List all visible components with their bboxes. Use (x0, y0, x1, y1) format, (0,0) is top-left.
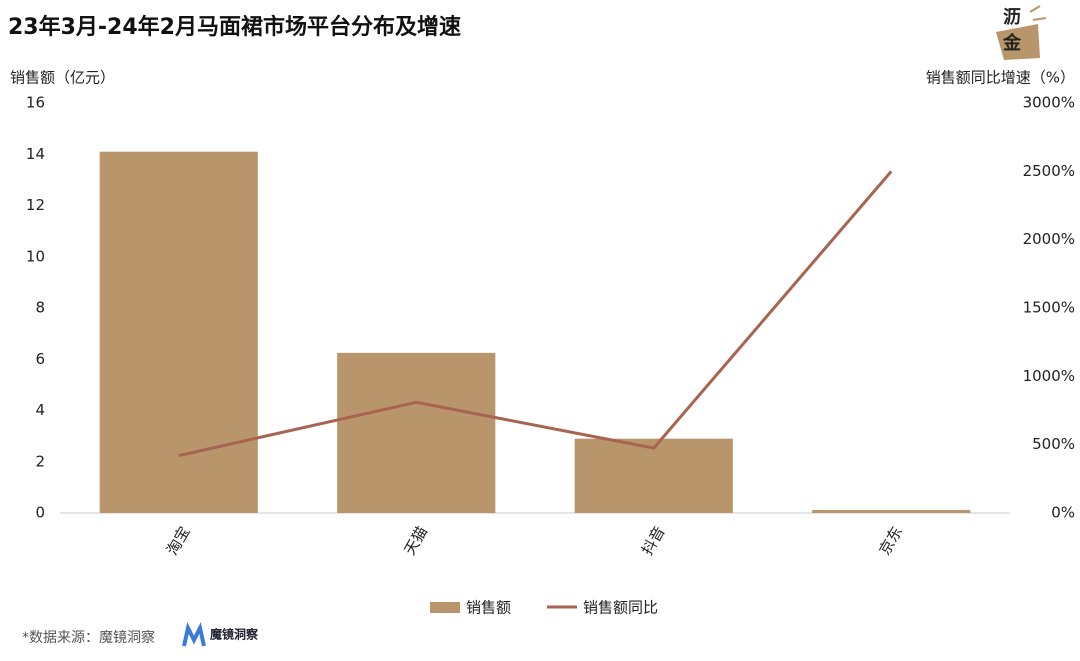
logo-text: 金 (1002, 32, 1022, 54)
y-tick-label: 12 (26, 196, 45, 214)
y2-tick-label: 1000% (1023, 367, 1075, 385)
source-logo: 魔镜洞察 (182, 622, 259, 647)
brand-logo: 沥 金 (996, 5, 1047, 60)
y2-tick-label: 2000% (1023, 230, 1075, 248)
y-tick-label: 0 (35, 504, 45, 522)
line (178, 170, 893, 458)
y-tick-label: 10 (26, 247, 45, 265)
x-tick-label: 抖音 (638, 523, 669, 558)
y-tick-label: 16 (26, 94, 45, 112)
legend-label: 销售额 (466, 599, 511, 617)
y-axis-label: 销售额（亿元） (10, 69, 115, 87)
y2-axis-label: 销售额同比增速（%） (926, 69, 1075, 87)
y-tick-label: 8 (35, 299, 45, 317)
bar (337, 352, 496, 513)
logo-text: 沥 (1003, 7, 1021, 28)
bar (574, 438, 733, 513)
y2-tick-label: 1500% (1023, 299, 1075, 317)
x-tick-label: 天猫 (401, 523, 432, 558)
logo-shape (996, 24, 1040, 60)
chart-title: 23年3月-24年2月马面裙市场平台分布及增速 (8, 14, 461, 40)
legend-label: 销售额同比 (583, 599, 658, 617)
logo-ray (1029, 5, 1041, 13)
source-note: *数据来源：魔镜洞察 (22, 629, 155, 646)
y2-tick-label: 0% (1051, 504, 1075, 522)
y2-tick-label: 500% (1032, 435, 1075, 453)
logo-icon (182, 622, 206, 647)
y2-tick-label: 2500% (1023, 162, 1075, 180)
legend-swatch (430, 602, 460, 613)
y-tick-label: 2 (35, 452, 45, 470)
bar (99, 151, 258, 513)
logo-ray (1032, 17, 1047, 21)
y-tick-label: 4 (35, 401, 45, 419)
x-tick-label: 淘宝 (163, 523, 194, 558)
bar (812, 509, 971, 513)
y2-tick-label: 3000% (1023, 94, 1075, 112)
logo-text: 魔镜洞察 (210, 627, 259, 642)
x-tick-label: 京东 (876, 523, 907, 558)
y-tick-label: 14 (26, 145, 45, 163)
y-tick-label: 6 (35, 350, 45, 368)
